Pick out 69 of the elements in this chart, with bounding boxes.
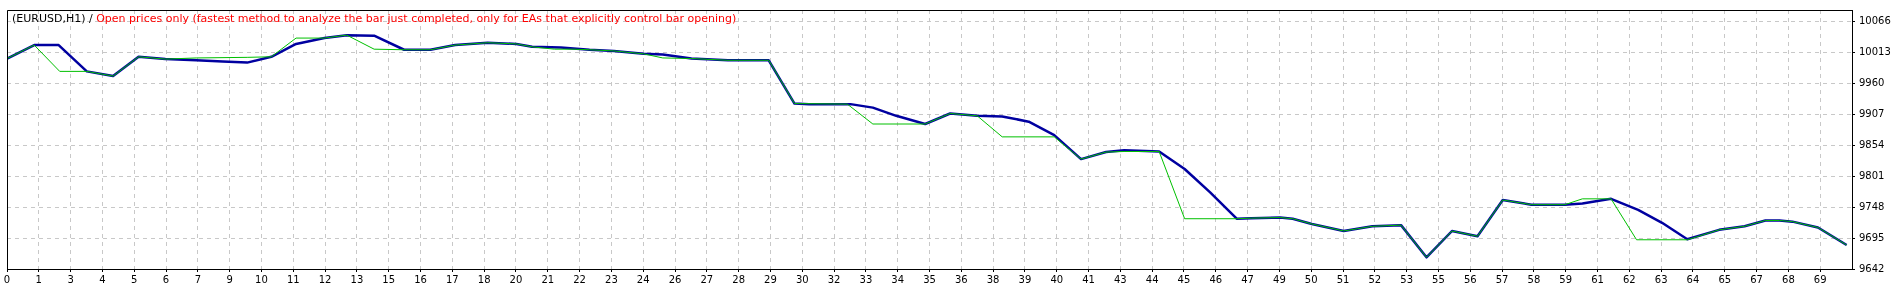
x-tick-label: 58 [1527, 273, 1541, 285]
x-tick-label: 33 [859, 273, 873, 285]
x-tick-label: 51 [1336, 273, 1350, 285]
x-tick-label: 35 [923, 273, 936, 285]
x-tick-label: 69 [1813, 273, 1827, 285]
x-tick-label: 28 [732, 273, 746, 285]
x-tick-label: 67 [1750, 273, 1763, 285]
x-tick-label: 32 [827, 273, 841, 285]
x-tick-label: 50 [1304, 273, 1318, 285]
x-tick-label: 52 [1368, 273, 1382, 285]
x-tick-label: 46 [1209, 273, 1223, 285]
y-tick-label: 9960 [1859, 76, 1885, 88]
x-tick-label: 30 [795, 273, 809, 285]
x-tick-label: 47 [1241, 273, 1254, 285]
x-tick-label: 39 [1018, 273, 1032, 285]
chart-title: (EURUSD,H1) / [12, 11, 93, 25]
x-tick-label: 3 [67, 273, 74, 285]
x-tick-label: 61 [1591, 273, 1604, 285]
x-tick-label: 36 [954, 273, 968, 285]
x-tick-label: 26 [668, 273, 682, 285]
x-tick-label: 24 [636, 273, 650, 285]
x-tick-label: 29 [764, 273, 777, 285]
chart-subtitle: Open prices only (fastest method to analyze the bar just completed, only for EAs that explicitly control bar opening) [96, 11, 737, 25]
x-tick-label: 53 [1400, 273, 1414, 285]
y-tick-label: 9907 [1859, 107, 1885, 119]
x-tick-label: 55 [1432, 273, 1445, 285]
x-tick-label: 12 [318, 273, 332, 285]
x-tick-label: 57 [1495, 273, 1509, 285]
x-tick-label: 63 [1654, 273, 1668, 285]
x-tick-label: 27 [700, 273, 714, 285]
y-tick-label: 9695 [1859, 231, 1885, 243]
x-tick-label: 10 [255, 273, 268, 285]
x-tick-label: 4 [99, 273, 106, 285]
x-tick-label: 5 [131, 273, 138, 285]
y-tick-label: 9801 [1859, 169, 1885, 181]
x-tick-label: 59 [1559, 273, 1573, 285]
x-tick-label: 23 [605, 273, 618, 285]
x-tick-label: 18 [477, 273, 491, 285]
x-tick-label: 64 [1686, 273, 1700, 285]
x-tick-label: 65 [1718, 273, 1732, 285]
x-tick-label: 40 [1050, 273, 1064, 285]
y-tick-label: 10013 [1859, 45, 1891, 57]
x-tick-label: 62 [1622, 273, 1636, 285]
x-tick-label: 11 [286, 273, 300, 285]
x-tick-label: 68 [1782, 273, 1795, 285]
x-tick-label: 21 [541, 273, 555, 285]
x-tick-label: 13 [350, 273, 364, 285]
x-tick-label: 16 [414, 273, 427, 285]
x-tick-label: 38 [986, 273, 1000, 285]
y-tick-label: 9642 [1859, 262, 1885, 274]
y-tick-label: 9854 [1859, 138, 1885, 150]
x-tick-label: 45 [1177, 273, 1191, 285]
x-tick-label: 6 [162, 273, 170, 285]
y-tick-label: 9748 [1859, 200, 1885, 212]
x-tick-label: 20 [509, 273, 523, 285]
x-tick-label: 34 [891, 273, 905, 285]
x-tick-label: 15 [382, 273, 396, 285]
x-tick-label: 17 [445, 273, 459, 285]
x-tick-label: 44 [1145, 273, 1159, 285]
y-tick-label: 10066 [1859, 14, 1891, 26]
x-tick-label: 7 [194, 273, 202, 285]
x-tick-label: 1 [35, 273, 42, 285]
x-tick-label: 56 [1463, 273, 1477, 285]
x-tick-label: 22 [573, 273, 586, 285]
x-tick-label: 43 [1113, 273, 1127, 285]
x-tick-label: 9 [226, 273, 233, 285]
x-tick-label: 49 [1273, 273, 1286, 285]
x-tick-label: 41 [1082, 273, 1095, 285]
x-tick-label: 0 [3, 273, 11, 285]
